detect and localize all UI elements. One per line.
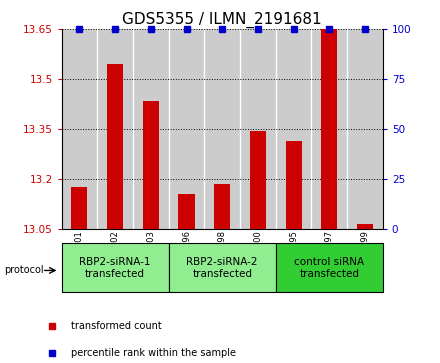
Bar [169, 243, 276, 292]
Bar [250, 131, 266, 229]
Bar [169, 29, 204, 229]
Bar [321, 29, 337, 229]
Bar [240, 29, 276, 229]
Bar [62, 29, 97, 229]
Text: transformed count: transformed count [71, 321, 162, 331]
Bar [107, 64, 123, 229]
Bar [286, 140, 301, 229]
Text: RBP2-siRNA-2
transfected: RBP2-siRNA-2 transfected [187, 257, 258, 278]
Bar [97, 29, 133, 229]
Bar [347, 29, 383, 229]
Title: GDS5355 / ILMN_2191681: GDS5355 / ILMN_2191681 [122, 12, 322, 28]
Bar [214, 184, 230, 229]
Bar [204, 29, 240, 229]
Bar [312, 29, 347, 229]
Bar [179, 194, 194, 229]
Bar [62, 243, 169, 292]
Bar [276, 29, 312, 229]
Text: percentile rank within the sample: percentile rank within the sample [71, 348, 236, 358]
Text: protocol: protocol [4, 265, 44, 276]
Text: RBP2-siRNA-1
transfected: RBP2-siRNA-1 transfected [79, 257, 151, 278]
Bar [71, 187, 88, 229]
Bar [357, 224, 373, 229]
Bar [143, 101, 159, 229]
Bar [276, 243, 383, 292]
Text: control siRNA
transfected: control siRNA transfected [294, 257, 364, 278]
Bar [133, 29, 169, 229]
